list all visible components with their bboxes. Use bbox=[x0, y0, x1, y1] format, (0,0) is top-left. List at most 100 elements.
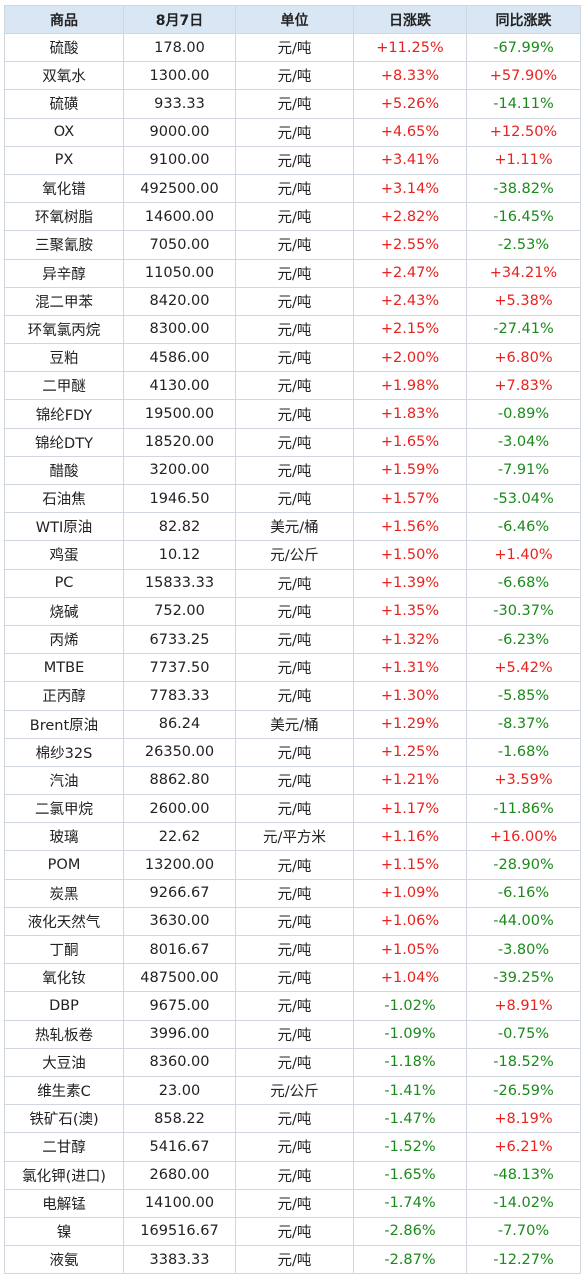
cell-product-name: 大豆油 bbox=[4, 1047, 124, 1077]
cell-unit: 元/吨 bbox=[235, 906, 354, 937]
cell-product-name: DBP bbox=[4, 991, 124, 1021]
cell-product-name: 豆粕 bbox=[4, 343, 124, 373]
cell-yoy-change: +3.59% bbox=[466, 765, 581, 796]
table-row: 正丙醇 7783.33 元/吨 +1.30% -5.85% bbox=[4, 681, 581, 711]
cell-daily-change: +1.04% bbox=[353, 963, 467, 993]
cell-price: 13200.00 bbox=[123, 850, 236, 880]
cell-daily-change: -1.09% bbox=[353, 1019, 467, 1049]
header-unit: 单位 bbox=[235, 5, 354, 34]
cell-unit: 元/公斤 bbox=[235, 540, 354, 570]
cell-price: 492500.00 bbox=[123, 173, 236, 204]
cell-yoy-change: -7.70% bbox=[466, 1216, 581, 1247]
cell-price: 10.12 bbox=[123, 540, 236, 570]
cell-product-name: OX bbox=[4, 117, 124, 147]
cell-unit: 元/吨 bbox=[235, 230, 354, 260]
cell-yoy-change: +1.11% bbox=[466, 145, 581, 175]
cell-product-name: 混二甲苯 bbox=[4, 286, 124, 316]
cell-daily-change: +1.06% bbox=[353, 906, 467, 937]
commodity-price-table: 商品 8月7日 单位 日涨跌 同比涨跌 硫酸 178.00 元/吨 +11.25% -6… bbox=[4, 5, 581, 1275]
cell-daily-change: -1.18% bbox=[353, 1047, 467, 1077]
cell-unit: 元/吨 bbox=[235, 653, 354, 683]
table-row: 液化天然气 3630.00 元/吨 +1.06% -44.00% bbox=[4, 906, 581, 937]
table-row: 豆粕 4586.00 元/吨 +2.00% +6.80% bbox=[4, 343, 581, 373]
cell-yoy-change: -44.00% bbox=[466, 906, 581, 937]
cell-product-name: 电解锰 bbox=[4, 1188, 124, 1218]
cell-product-name: 二甲醚 bbox=[4, 371, 124, 401]
cell-yoy-change: -7.91% bbox=[466, 455, 581, 486]
table-row: WTI原油 82.82 美元/桶 +1.56% -6.46% bbox=[4, 512, 581, 542]
cell-unit: 元/吨 bbox=[235, 32, 354, 63]
cell-price: 3383.33 bbox=[123, 1245, 236, 1275]
cell-yoy-change: -0.75% bbox=[466, 1019, 581, 1049]
cell-price: 178.00 bbox=[123, 32, 236, 63]
cell-product-name: Brent原油 bbox=[4, 709, 124, 739]
cell-yoy-change: -27.41% bbox=[466, 314, 581, 345]
cell-price: 18520.00 bbox=[123, 427, 236, 457]
table-row: 丙烯 6733.25 元/吨 +1.32% -6.23% bbox=[4, 624, 581, 655]
cell-unit: 元/吨 bbox=[235, 1216, 354, 1247]
cell-yoy-change: -30.37% bbox=[466, 596, 581, 626]
cell-daily-change: +1.32% bbox=[353, 624, 467, 655]
cell-yoy-change: -67.99% bbox=[466, 32, 581, 63]
cell-daily-change: +1.57% bbox=[353, 483, 467, 514]
table-row: DBP 9675.00 元/吨 -1.02% +8.91% bbox=[4, 991, 581, 1021]
cell-unit: 元/吨 bbox=[235, 483, 354, 514]
cell-price: 9675.00 bbox=[123, 991, 236, 1021]
cell-unit: 元/吨 bbox=[235, 765, 354, 796]
cell-daily-change: +1.25% bbox=[353, 737, 467, 767]
cell-yoy-change: -3.04% bbox=[466, 427, 581, 457]
cell-unit: 元/吨 bbox=[235, 371, 354, 401]
cell-price: 169516.67 bbox=[123, 1216, 236, 1247]
cell-unit: 元/公斤 bbox=[235, 1075, 354, 1106]
cell-yoy-change: -48.13% bbox=[466, 1160, 581, 1190]
cell-daily-change: +1.30% bbox=[353, 681, 467, 711]
cell-price: 14600.00 bbox=[123, 202, 236, 232]
cell-yoy-change: +5.38% bbox=[466, 286, 581, 316]
cell-unit: 元/吨 bbox=[235, 117, 354, 147]
cell-yoy-change: -38.82% bbox=[466, 173, 581, 204]
cell-price: 26350.00 bbox=[123, 737, 236, 767]
table-row: 大豆油 8360.00 元/吨 -1.18% -18.52% bbox=[4, 1047, 581, 1077]
cell-product-name: MTBE bbox=[4, 653, 124, 683]
table-row: 烧碱 752.00 元/吨 +1.35% -30.37% bbox=[4, 596, 581, 626]
price-table-container: 商品 8月7日 单位 日涨跌 同比涨跌 硫酸 178.00 元/吨 +11.25% -6… bbox=[4, 5, 581, 1275]
cell-unit: 元/吨 bbox=[235, 399, 354, 429]
cell-daily-change: +1.98% bbox=[353, 371, 467, 401]
cell-daily-change: +2.15% bbox=[353, 314, 467, 345]
table-row: 电解锰 14100.00 元/吨 -1.74% -14.02% bbox=[4, 1188, 581, 1218]
cell-daily-change: -1.41% bbox=[353, 1075, 467, 1106]
cell-unit: 元/吨 bbox=[235, 1188, 354, 1218]
table-row: 醋酸 3200.00 元/吨 +1.59% -7.91% bbox=[4, 455, 581, 486]
cell-price: 82.82 bbox=[123, 512, 236, 542]
header-row: 商品 8月7日 单位 日涨跌 同比涨跌 bbox=[4, 5, 581, 34]
cell-unit: 元/吨 bbox=[235, 1160, 354, 1190]
cell-product-name: 硫酸 bbox=[4, 32, 124, 63]
cell-yoy-change: -26.59% bbox=[466, 1075, 581, 1106]
table-row: 二甲醚 4130.00 元/吨 +1.98% +7.83% bbox=[4, 371, 581, 401]
cell-product-name: 炭黑 bbox=[4, 878, 124, 908]
cell-daily-change: +1.21% bbox=[353, 765, 467, 796]
cell-price: 14100.00 bbox=[123, 1188, 236, 1218]
table-row: OX 9000.00 元/吨 +4.65% +12.50% bbox=[4, 117, 581, 147]
cell-price: 6733.25 bbox=[123, 624, 236, 655]
cell-daily-change: +1.35% bbox=[353, 596, 467, 626]
cell-daily-change: +1.31% bbox=[353, 653, 467, 683]
cell-product-name: 异辛醇 bbox=[4, 258, 124, 288]
cell-unit: 元/吨 bbox=[235, 794, 354, 824]
cell-product-name: 双氧水 bbox=[4, 61, 124, 91]
cell-unit: 元/吨 bbox=[235, 1047, 354, 1077]
cell-daily-change: +1.16% bbox=[353, 822, 467, 852]
cell-unit: 元/吨 bbox=[235, 286, 354, 316]
cell-unit: 元/吨 bbox=[235, 934, 354, 965]
cell-daily-change: -1.65% bbox=[353, 1160, 467, 1190]
table-row: 氧化钕 487500.00 元/吨 +1.04% -39.25% bbox=[4, 963, 581, 993]
table-row: 环氧树脂 14600.00 元/吨 +2.82% -16.45% bbox=[4, 202, 581, 232]
cell-product-name: 汽油 bbox=[4, 765, 124, 796]
table-row: POM 13200.00 元/吨 +1.15% -28.90% bbox=[4, 850, 581, 880]
cell-yoy-change: -6.23% bbox=[466, 624, 581, 655]
cell-price: 3200.00 bbox=[123, 455, 236, 486]
cell-price: 15833.33 bbox=[123, 568, 236, 598]
header-yoy-change: 同比涨跌 bbox=[466, 5, 581, 34]
cell-yoy-change: -6.46% bbox=[466, 512, 581, 542]
cell-daily-change: +2.47% bbox=[353, 258, 467, 288]
